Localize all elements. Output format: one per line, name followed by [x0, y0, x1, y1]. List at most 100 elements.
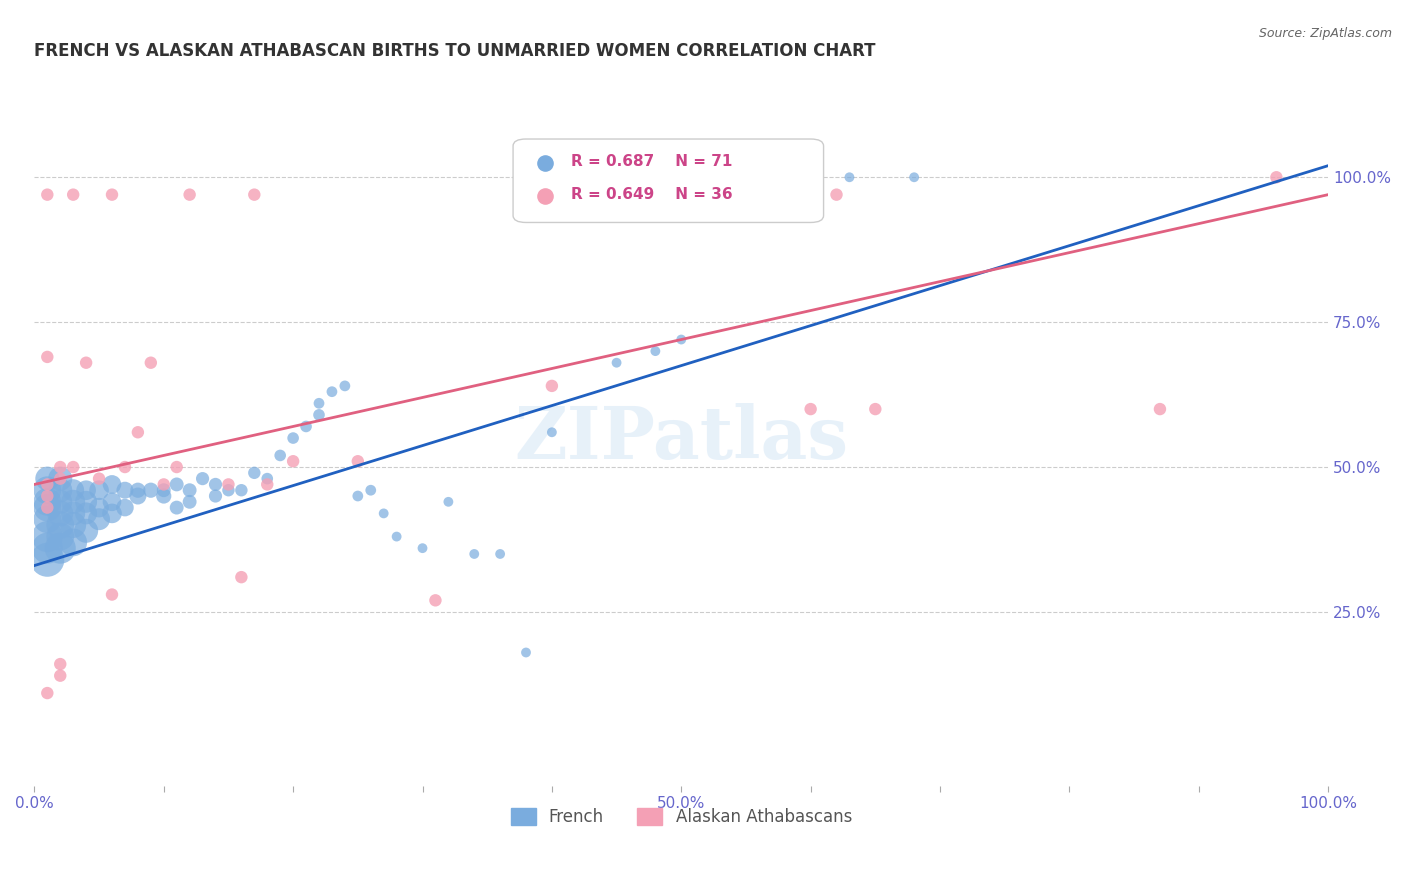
- Alaskan Athabascans: [1149, 402, 1171, 417]
- French: [644, 344, 666, 359]
- French: [75, 524, 97, 538]
- French: [37, 472, 59, 486]
- French: [463, 547, 485, 561]
- French: [101, 495, 124, 509]
- French: [360, 483, 382, 498]
- Text: FRENCH VS ALASKAN ATHABASCAN BIRTHS TO UNMARRIED WOMEN CORRELATION CHART: FRENCH VS ALASKAN ATHABASCAN BIRTHS TO U…: [34, 42, 876, 60]
- French: [541, 425, 564, 440]
- Text: R = 0.649    N = 36: R = 0.649 N = 36: [571, 187, 733, 202]
- French: [204, 477, 226, 491]
- Alaskan Athabascans: [37, 686, 59, 700]
- Alaskan Athabascans: [346, 454, 368, 468]
- Legend: French, Alaskan Athabascans: French, Alaskan Athabascans: [503, 802, 859, 833]
- Alaskan Athabascans: [281, 454, 304, 468]
- French: [217, 483, 239, 498]
- French: [903, 170, 925, 185]
- Alaskan Athabascans: [62, 460, 84, 475]
- French: [437, 495, 460, 509]
- French: [606, 356, 628, 370]
- French: [385, 530, 408, 544]
- French: [37, 512, 59, 526]
- French: [179, 483, 201, 498]
- French: [62, 535, 84, 549]
- Alaskan Athabascans: [49, 657, 72, 671]
- Point: [534, 258, 557, 272]
- Alaskan Athabascans: [37, 187, 59, 202]
- French: [256, 472, 278, 486]
- Alaskan Athabascans: [231, 570, 253, 584]
- French: [49, 530, 72, 544]
- Alaskan Athabascans: [62, 187, 84, 202]
- Alaskan Athabascans: [800, 402, 823, 417]
- Alaskan Athabascans: [37, 477, 59, 491]
- Alaskan Athabascans: [243, 187, 266, 202]
- French: [269, 449, 291, 463]
- French: [333, 379, 356, 393]
- French: [191, 472, 214, 486]
- French: [87, 500, 110, 515]
- French: [127, 489, 149, 503]
- Alaskan Athabascans: [101, 588, 124, 602]
- French: [114, 500, 136, 515]
- Alaskan Athabascans: [709, 187, 731, 202]
- Alaskan Athabascans: [865, 402, 887, 417]
- French: [166, 500, 188, 515]
- French: [166, 477, 188, 491]
- French: [62, 483, 84, 498]
- French: [75, 507, 97, 521]
- Text: ZIPatlas: ZIPatlas: [515, 402, 848, 474]
- French: [373, 507, 395, 521]
- French: [489, 547, 512, 561]
- French: [37, 530, 59, 544]
- French: [101, 477, 124, 491]
- French: [49, 495, 72, 509]
- Alaskan Athabascans: [114, 460, 136, 475]
- French: [838, 170, 860, 185]
- French: [127, 483, 149, 498]
- Point: [534, 231, 557, 245]
- French: [321, 384, 343, 399]
- French: [139, 483, 162, 498]
- French: [761, 187, 783, 202]
- French: [49, 507, 72, 521]
- Alaskan Athabascans: [37, 489, 59, 503]
- Alaskan Athabascans: [49, 668, 72, 682]
- French: [37, 553, 59, 567]
- French: [515, 645, 537, 659]
- French: [87, 483, 110, 498]
- Alaskan Athabascans: [256, 477, 278, 491]
- Alaskan Athabascans: [825, 187, 848, 202]
- French: [87, 512, 110, 526]
- Alaskan Athabascans: [75, 356, 97, 370]
- French: [101, 507, 124, 521]
- French: [62, 495, 84, 509]
- Alaskan Athabascans: [49, 460, 72, 475]
- French: [412, 541, 434, 556]
- Alaskan Athabascans: [127, 425, 149, 440]
- French: [243, 466, 266, 480]
- Alaskan Athabascans: [37, 500, 59, 515]
- French: [281, 431, 304, 445]
- FancyBboxPatch shape: [513, 139, 824, 222]
- French: [295, 419, 318, 434]
- French: [308, 396, 330, 410]
- Alaskan Athabascans: [152, 477, 174, 491]
- French: [75, 495, 97, 509]
- Alaskan Athabascans: [1265, 170, 1288, 185]
- French: [49, 518, 72, 533]
- French: [114, 483, 136, 498]
- French: [62, 518, 84, 533]
- French: [37, 483, 59, 498]
- French: [62, 507, 84, 521]
- Alaskan Athabascans: [87, 472, 110, 486]
- Alaskan Athabascans: [49, 472, 72, 486]
- French: [152, 489, 174, 503]
- French: [346, 489, 368, 503]
- French: [37, 500, 59, 515]
- Alaskan Athabascans: [217, 477, 239, 491]
- Alaskan Athabascans: [425, 593, 447, 607]
- French: [37, 541, 59, 556]
- Alaskan Athabascans: [541, 379, 564, 393]
- French: [308, 408, 330, 422]
- French: [152, 483, 174, 498]
